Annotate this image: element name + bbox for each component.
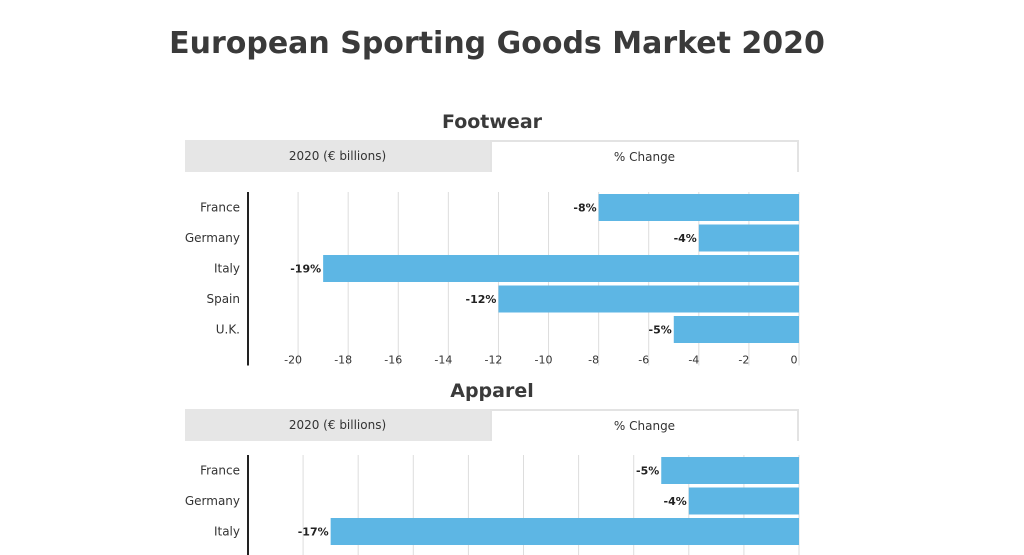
x-tick-label: -4 (688, 354, 699, 367)
bar-france (598, 194, 799, 221)
data-label: -8% (573, 202, 596, 215)
category-label: Germany (185, 494, 240, 508)
x-tick-label: -20 (284, 354, 302, 367)
x-tick-label: -14 (434, 354, 452, 367)
data-label: -5% (649, 324, 672, 337)
bar-france (661, 457, 799, 484)
bar-italy (330, 518, 799, 545)
x-tick-label: 0 (791, 354, 798, 367)
tab-2020-value[interactable]: 2020 (€ billions) (185, 140, 490, 172)
category-label: U.K. (216, 323, 240, 337)
tab-2020-value[interactable]: 2020 (€ billions) (185, 409, 490, 441)
category-label: France (200, 464, 240, 478)
footwear-panel: Footwear 2020 (€ billions) % Change Fran… (185, 108, 800, 367)
data-label: -5% (636, 465, 659, 478)
data-label: -17% (298, 526, 329, 539)
footwear-tabs: 2020 (€ billions) % Change (185, 140, 799, 172)
x-tick-label: -10 (535, 354, 553, 367)
page-title: European Sporting Goods Market 2020 (169, 26, 825, 61)
tab-percent-change[interactable]: % Change (490, 140, 799, 172)
x-tick-label: -2 (738, 354, 749, 367)
data-label: -4% (664, 495, 687, 508)
x-tick-label: -18 (334, 354, 352, 367)
bar-germany (688, 487, 799, 515)
apparel-panel: Apparel 2020 (€ billions) % Change Franc… (185, 377, 800, 555)
x-tick-label: -8 (588, 354, 599, 367)
apparel-chart: France -5% Germany -4% Italy -17% (185, 455, 800, 555)
data-label: -12% (466, 293, 497, 306)
footwear-panel-title: Footwear (441, 111, 543, 133)
footwear-chart: France -8% Germany -4% Italy -19% Spain -12% U.K… (185, 192, 800, 367)
category-label: Spain (206, 292, 240, 306)
x-tick-label: -16 (384, 354, 402, 367)
category-label: Italy (214, 262, 240, 276)
category-label: Italy (214, 525, 240, 539)
x-tick-label: -12 (484, 354, 502, 367)
category-label: Germany (185, 231, 240, 245)
apparel-panel-title: Apparel (450, 380, 534, 402)
category-label: France (200, 201, 240, 215)
bar-germany (698, 224, 799, 252)
bar-uk (673, 316, 799, 343)
data-label: -4% (674, 232, 697, 245)
bar-spain (498, 285, 799, 313)
data-label: -19% (290, 263, 321, 276)
apparel-tabs: 2020 (€ billions) % Change (185, 409, 799, 441)
bar-italy (323, 255, 799, 282)
x-tick-label: -6 (638, 354, 649, 367)
tab-percent-change[interactable]: % Change (490, 409, 799, 441)
